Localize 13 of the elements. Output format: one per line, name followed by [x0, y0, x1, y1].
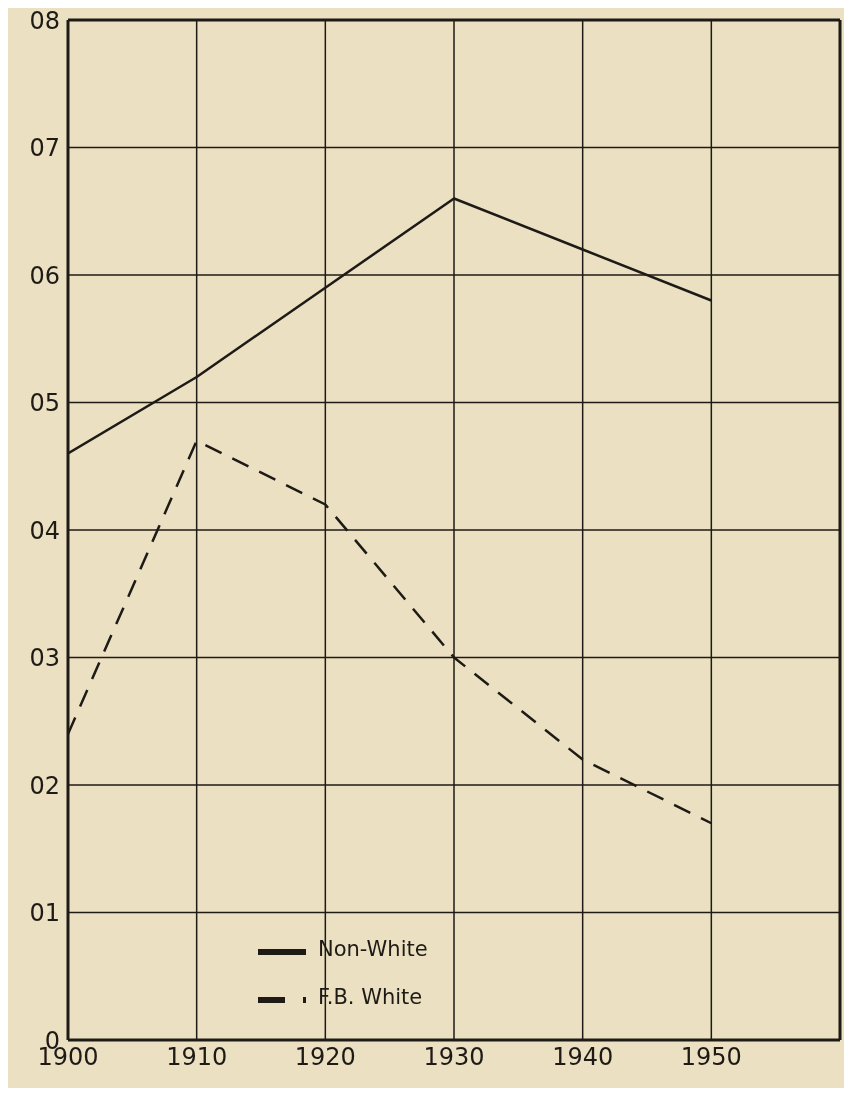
y-tick-label: 02 — [29, 771, 60, 800]
x-tick-label: 1950 — [680, 1043, 742, 1072]
x-tick-label: 1930 — [423, 1043, 485, 1072]
x-tick-label: 1910 — [166, 1043, 228, 1072]
x-tick-label: 1920 — [294, 1043, 356, 1072]
y-tick-label: 08 — [29, 6, 60, 35]
y-tick-label: 01 — [29, 899, 60, 928]
y-tick-label: 06 — [29, 261, 60, 290]
y-tick-label: 03 — [29, 644, 60, 673]
y-tick-label: 07 — [29, 134, 60, 163]
y-tick-label: 05 — [29, 389, 60, 418]
y-tick-label: 04 — [29, 516, 60, 545]
x-tick-label: 1940 — [552, 1043, 614, 1072]
